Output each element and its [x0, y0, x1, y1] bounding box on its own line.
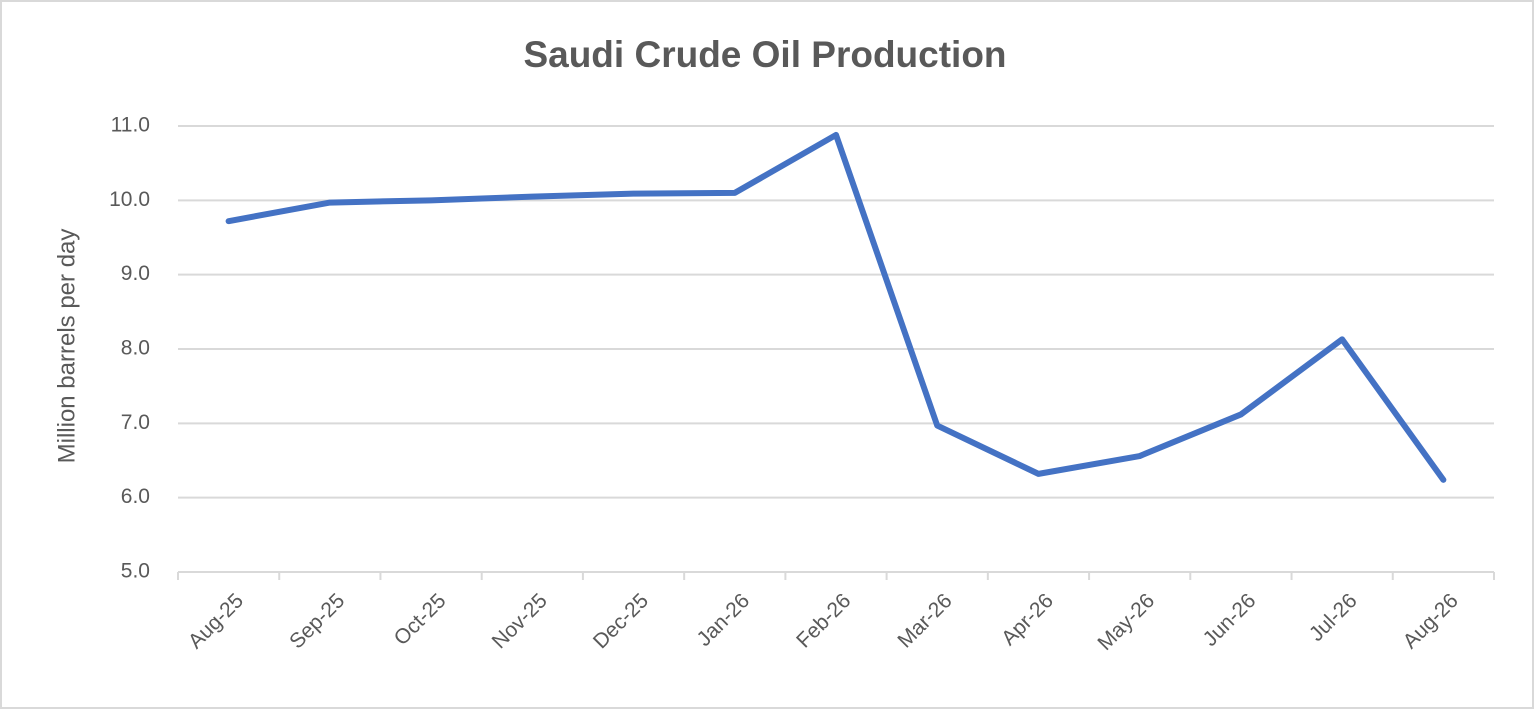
y-axis-label: Million barrels per day	[53, 229, 80, 464]
y-tick-label: 5.0	[121, 560, 150, 583]
y-tick-label: 7.0	[121, 411, 150, 434]
data-line	[225, 131, 1447, 483]
y-tick-label: 10.0	[109, 188, 150, 211]
y-tick-label: 9.0	[121, 262, 150, 285]
chart-title: Saudi Crude Oil Production	[523, 34, 1006, 75]
y-tick-label: 8.0	[121, 337, 150, 360]
y-tick-label: 6.0	[121, 485, 150, 508]
y-tick-label: 11.0	[111, 114, 150, 137]
